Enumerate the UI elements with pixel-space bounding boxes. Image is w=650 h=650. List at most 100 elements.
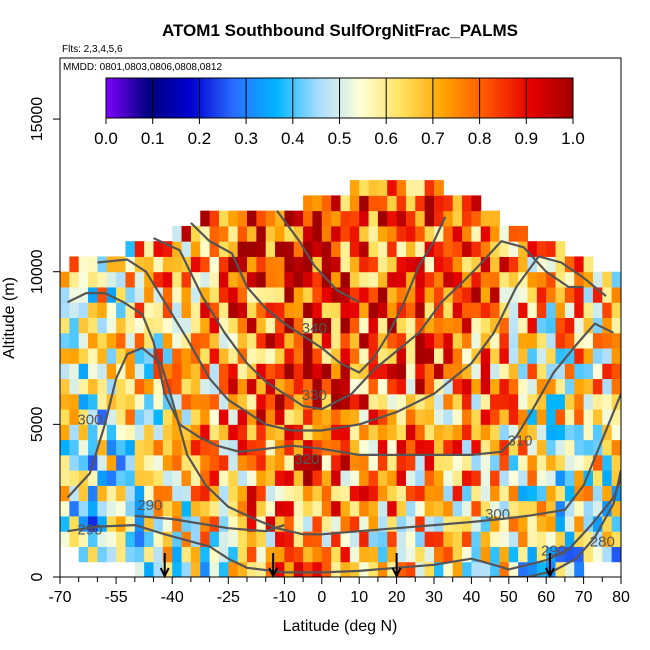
heatmap-cell [340, 470, 351, 486]
heatmap-cell [312, 531, 323, 547]
heatmap-cell [490, 485, 500, 502]
x-axis-label: Latitude (deg N) [283, 618, 398, 635]
heatmap-cell [490, 378, 500, 395]
heatmap-cell [349, 286, 360, 303]
heatmap-cell [377, 500, 388, 517]
x-tick-label: 80 [612, 589, 630, 606]
contour-label: 280 [590, 533, 615, 550]
heatmap-cell [434, 363, 444, 380]
heatmap-cell [88, 317, 98, 334]
heatmap-cell [546, 378, 557, 395]
heatmap-cell [331, 348, 341, 364]
heatmap-cell [499, 225, 510, 242]
heatmap-cell [462, 241, 472, 257]
heatmap-cell [218, 302, 229, 318]
heatmap-cell [321, 363, 332, 380]
heatmap-cell [190, 531, 201, 547]
heatmap-cell [359, 454, 370, 471]
heatmap-cell [349, 195, 360, 212]
heatmap-cell [181, 561, 192, 577]
heatmap-cell [69, 271, 80, 288]
heatmap-cell [293, 561, 304, 577]
heatmap-cell [275, 515, 285, 532]
theta-contour-line [66, 346, 621, 536]
heatmap-cell [555, 393, 566, 410]
heatmap-cell [209, 393, 220, 410]
heatmap-cell [181, 317, 192, 334]
heatmap-cell [340, 454, 351, 471]
heatmap-cell [247, 363, 257, 380]
heatmap-cell [237, 470, 248, 486]
heatmap-cell [293, 271, 304, 288]
heatmap-cell [555, 439, 566, 456]
heatmap-cell [172, 531, 183, 547]
heatmap-cell [434, 424, 444, 441]
heatmap-cell [555, 332, 566, 349]
heatmap-cell [555, 500, 566, 517]
heatmap-cell [452, 271, 463, 288]
heatmap-cell [284, 363, 295, 380]
heatmap-cell [209, 378, 220, 395]
heatmap-cell [78, 439, 89, 456]
heatmap-cell [78, 454, 89, 471]
heatmap-cell [172, 302, 183, 318]
heatmap-cell [415, 515, 426, 532]
heatmap-cell [368, 348, 379, 364]
heatmap-cell [480, 409, 491, 425]
heatmap-cell [312, 546, 323, 563]
heatmap-cell [340, 302, 351, 318]
heatmap-cell [611, 470, 621, 486]
heatmap-cell [611, 393, 621, 410]
heatmap-cell [349, 561, 360, 577]
heatmap-cell [359, 393, 370, 410]
heatmap-cell [377, 271, 388, 288]
heatmap-cell [583, 515, 594, 532]
heatmap-cell [452, 286, 463, 303]
heatmap-cell [602, 393, 613, 410]
heatmap-cell [265, 409, 276, 425]
heatmap-cell [452, 317, 463, 334]
heatmap-cell [256, 317, 267, 334]
heatmap-cells [60, 180, 621, 577]
heatmap-cell [218, 348, 229, 364]
heatmap-cell [153, 271, 164, 288]
heatmap-cell [583, 363, 594, 380]
heatmap-cell [424, 500, 435, 517]
heatmap-cell [162, 424, 173, 441]
heatmap-cell [368, 317, 379, 334]
heatmap-cell [396, 180, 407, 196]
heatmap-cell [293, 210, 304, 227]
heatmap-cell [172, 454, 183, 471]
heatmap-cell [106, 348, 117, 364]
heatmap-cell [293, 546, 304, 563]
heatmap-cell [480, 241, 491, 257]
heatmap-cell [78, 256, 89, 273]
heatmap-cell [583, 378, 594, 395]
heatmap-cell [69, 439, 80, 456]
theta-contour-line [134, 514, 285, 533]
heatmap-cell [555, 561, 566, 577]
heatmap-cell [471, 317, 482, 334]
heatmap-cell [536, 546, 547, 563]
heatmap-cell [602, 286, 613, 303]
heatmap-cell [480, 561, 491, 577]
heatmap-cell [284, 256, 295, 273]
heatmap-cell [377, 256, 388, 273]
heatmap-cell [293, 317, 304, 334]
heatmap-cell [602, 485, 613, 502]
heatmap-cell [312, 515, 323, 532]
heatmap-cell [181, 332, 192, 349]
heatmap-cell [518, 470, 528, 486]
heatmap-cell [303, 271, 313, 288]
heatmap-cell [592, 378, 603, 395]
heatmap-cell [611, 286, 621, 303]
heatmap-cell [377, 348, 388, 364]
heatmap-cell [321, 454, 332, 471]
heatmap-cell [190, 378, 201, 395]
heatmap-cell [88, 271, 98, 288]
heatmap-cell [69, 500, 80, 517]
heatmap-cell [387, 454, 398, 471]
heatmap-cell [256, 454, 267, 471]
heatmap-cell [190, 409, 201, 425]
